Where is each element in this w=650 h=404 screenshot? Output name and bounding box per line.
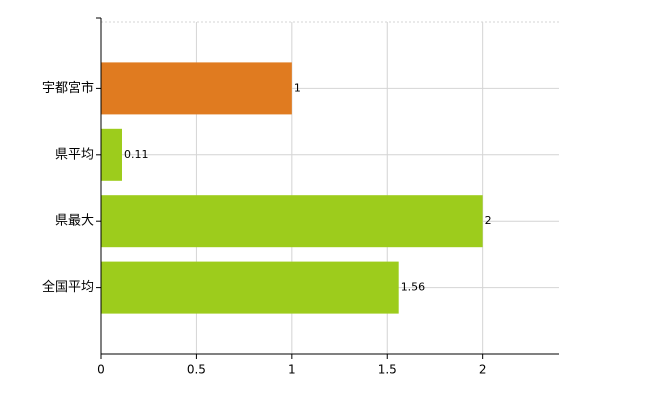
x-tick-label: 1 <box>288 363 296 377</box>
value-label: 1 <box>294 81 301 94</box>
bar <box>101 195 483 248</box>
y-tick-label: 県最大 <box>55 214 94 229</box>
bar <box>101 128 122 181</box>
value-label: 2 <box>485 214 492 227</box>
x-tick-label: 1.5 <box>378 363 397 377</box>
value-label: 1.56 <box>401 281 426 294</box>
x-tick-label: 0 <box>97 363 105 377</box>
x-tick-label: 0.5 <box>187 363 206 377</box>
x-tick-label: 2 <box>479 363 487 377</box>
bar <box>101 261 399 314</box>
y-tick-label: 県平均 <box>55 147 94 162</box>
y-tick-label: 宇都宮市 <box>42 80 94 96</box>
bar <box>101 62 292 115</box>
y-tick-label: 全国平均 <box>42 279 94 295</box>
value-label: 0.11 <box>124 148 149 161</box>
